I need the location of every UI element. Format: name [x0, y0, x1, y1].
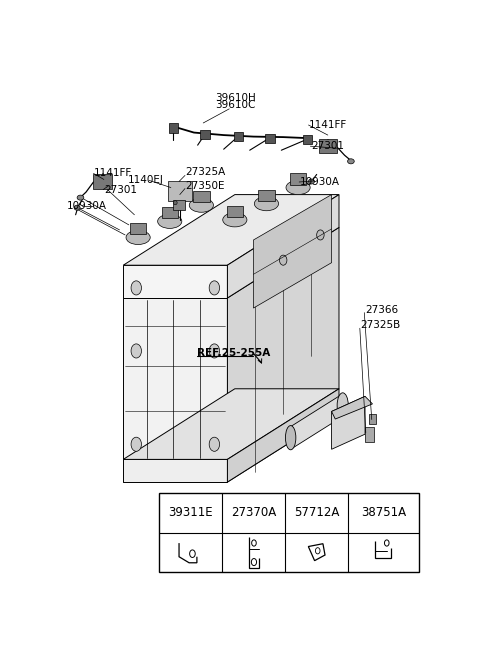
Ellipse shape: [286, 426, 296, 450]
Bar: [365, 426, 374, 441]
Polygon shape: [123, 227, 339, 298]
Polygon shape: [168, 181, 192, 200]
Polygon shape: [332, 396, 372, 419]
Circle shape: [317, 230, 324, 240]
Polygon shape: [123, 459, 228, 482]
Bar: [290, 174, 306, 185]
Text: 27325A: 27325A: [186, 168, 226, 178]
Text: 39610C: 39610C: [216, 100, 256, 110]
Bar: [302, 135, 312, 144]
Circle shape: [209, 281, 219, 295]
Circle shape: [131, 281, 142, 295]
Bar: [173, 200, 185, 210]
Polygon shape: [123, 389, 339, 459]
Bar: [369, 415, 376, 424]
Bar: [258, 189, 275, 200]
Ellipse shape: [157, 214, 182, 229]
Ellipse shape: [189, 198, 214, 212]
Bar: [319, 139, 337, 153]
Polygon shape: [123, 265, 228, 298]
Bar: [168, 124, 178, 132]
Bar: [193, 191, 210, 202]
Ellipse shape: [254, 196, 278, 211]
Text: 1141FF: 1141FF: [94, 168, 132, 178]
Text: 1141FF: 1141FF: [309, 120, 348, 130]
Ellipse shape: [309, 179, 314, 184]
Circle shape: [279, 255, 287, 265]
Bar: [130, 223, 146, 234]
Polygon shape: [123, 298, 228, 459]
Ellipse shape: [77, 195, 84, 200]
Circle shape: [209, 437, 219, 451]
Bar: [265, 134, 275, 143]
Text: 27370A: 27370A: [231, 506, 276, 519]
Ellipse shape: [74, 205, 80, 210]
Text: 27301: 27301: [104, 185, 137, 195]
Text: 39610H: 39610H: [215, 93, 256, 103]
Bar: [234, 132, 243, 141]
Text: REF.25-255A: REF.25-255A: [197, 348, 270, 358]
Polygon shape: [123, 195, 339, 265]
Polygon shape: [228, 195, 339, 298]
Text: 27325B: 27325B: [360, 320, 401, 329]
Text: 27350E: 27350E: [186, 181, 225, 191]
Text: 38751A: 38751A: [361, 506, 406, 519]
Text: 57712A: 57712A: [294, 506, 339, 519]
Ellipse shape: [348, 159, 354, 164]
Polygon shape: [123, 411, 339, 482]
Circle shape: [209, 344, 219, 358]
Bar: [158, 493, 419, 572]
Polygon shape: [290, 394, 343, 449]
Polygon shape: [332, 396, 365, 449]
Text: 27366: 27366: [365, 305, 398, 314]
Ellipse shape: [286, 181, 310, 195]
Text: 27301: 27301: [311, 141, 344, 151]
Polygon shape: [228, 389, 339, 482]
Bar: [94, 174, 112, 189]
Polygon shape: [253, 195, 332, 308]
Text: 39311E: 39311E: [168, 506, 213, 519]
Circle shape: [131, 437, 142, 451]
Polygon shape: [228, 227, 339, 459]
Text: 10930A: 10930A: [67, 200, 107, 211]
Ellipse shape: [337, 393, 348, 418]
Ellipse shape: [223, 213, 247, 227]
Ellipse shape: [173, 200, 177, 204]
Bar: [227, 206, 243, 217]
Text: 10930A: 10930A: [300, 177, 340, 187]
Bar: [200, 130, 210, 139]
Bar: [162, 207, 178, 218]
Ellipse shape: [126, 231, 150, 244]
Text: 1140EJ: 1140EJ: [128, 176, 164, 185]
Circle shape: [131, 344, 142, 358]
